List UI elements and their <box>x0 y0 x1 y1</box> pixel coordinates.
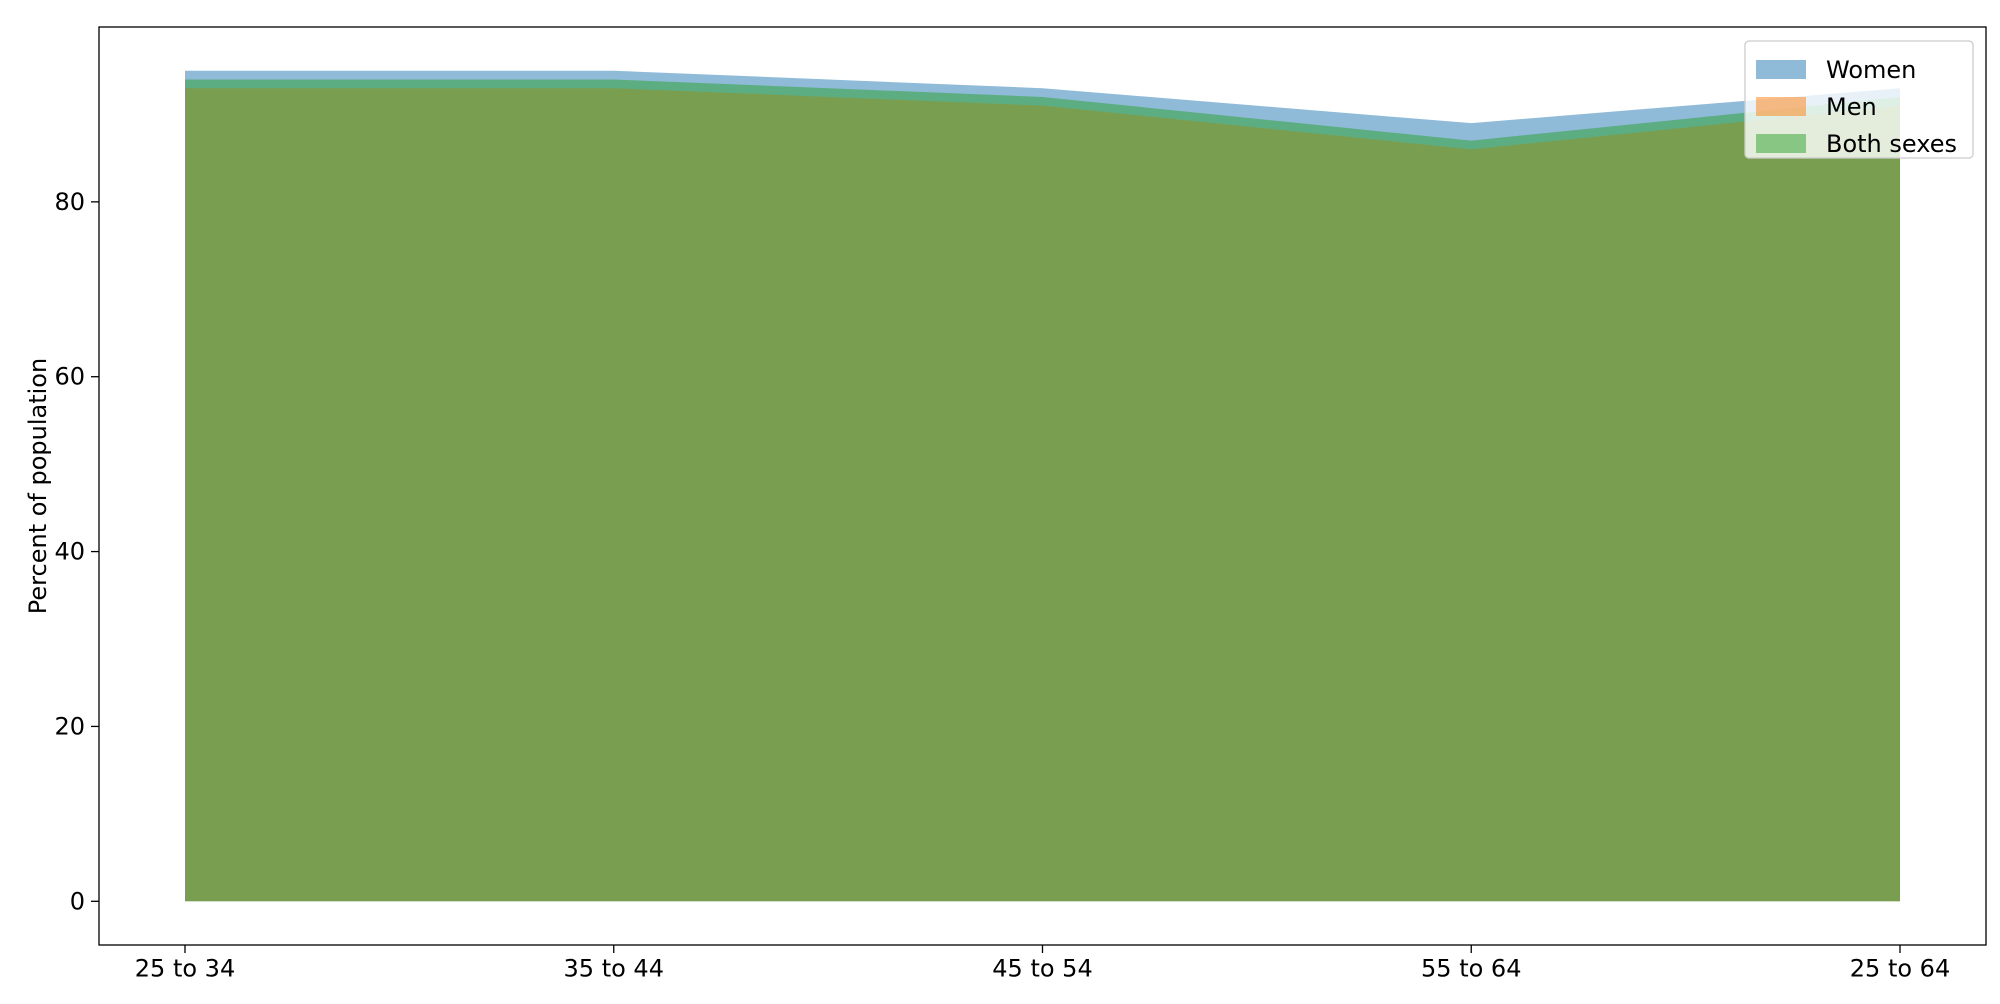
x-tick-label: 55 to 64 <box>1421 955 1521 983</box>
y-tick-label: 0 <box>70 887 85 915</box>
x-tick-label: 25 to 64 <box>1850 955 1950 983</box>
y-axis-label: Percent of population <box>24 358 52 614</box>
area-series-layer <box>185 70 1900 902</box>
legend-swatch <box>1756 97 1806 116</box>
x-tick-label: 35 to 44 <box>564 955 664 983</box>
y-tick-label: 40 <box>54 538 85 566</box>
area-series-both-sexes <box>185 79 1900 902</box>
y-tick-label: 60 <box>54 363 85 391</box>
y-tick-label: 20 <box>54 712 85 740</box>
x-tick-label: 45 to 54 <box>992 955 1092 983</box>
legend-label: Men <box>1826 93 1877 121</box>
legend-swatch <box>1756 60 1806 79</box>
legend-swatch <box>1756 134 1806 153</box>
legend: Women Men Both sexes <box>1744 40 1974 159</box>
legend-label: Women <box>1826 56 1916 84</box>
x-axis-ticks: 25 to 34 35 to 44 45 to 54 55 to 64 25 to 64 <box>135 945 1950 983</box>
y-axis-ticks: 0 20 40 60 80 <box>54 188 99 915</box>
x-tick-label: 25 to 34 <box>135 955 235 983</box>
legend-label: Both sexes <box>1826 130 1957 158</box>
y-tick-label: 80 <box>54 188 85 216</box>
